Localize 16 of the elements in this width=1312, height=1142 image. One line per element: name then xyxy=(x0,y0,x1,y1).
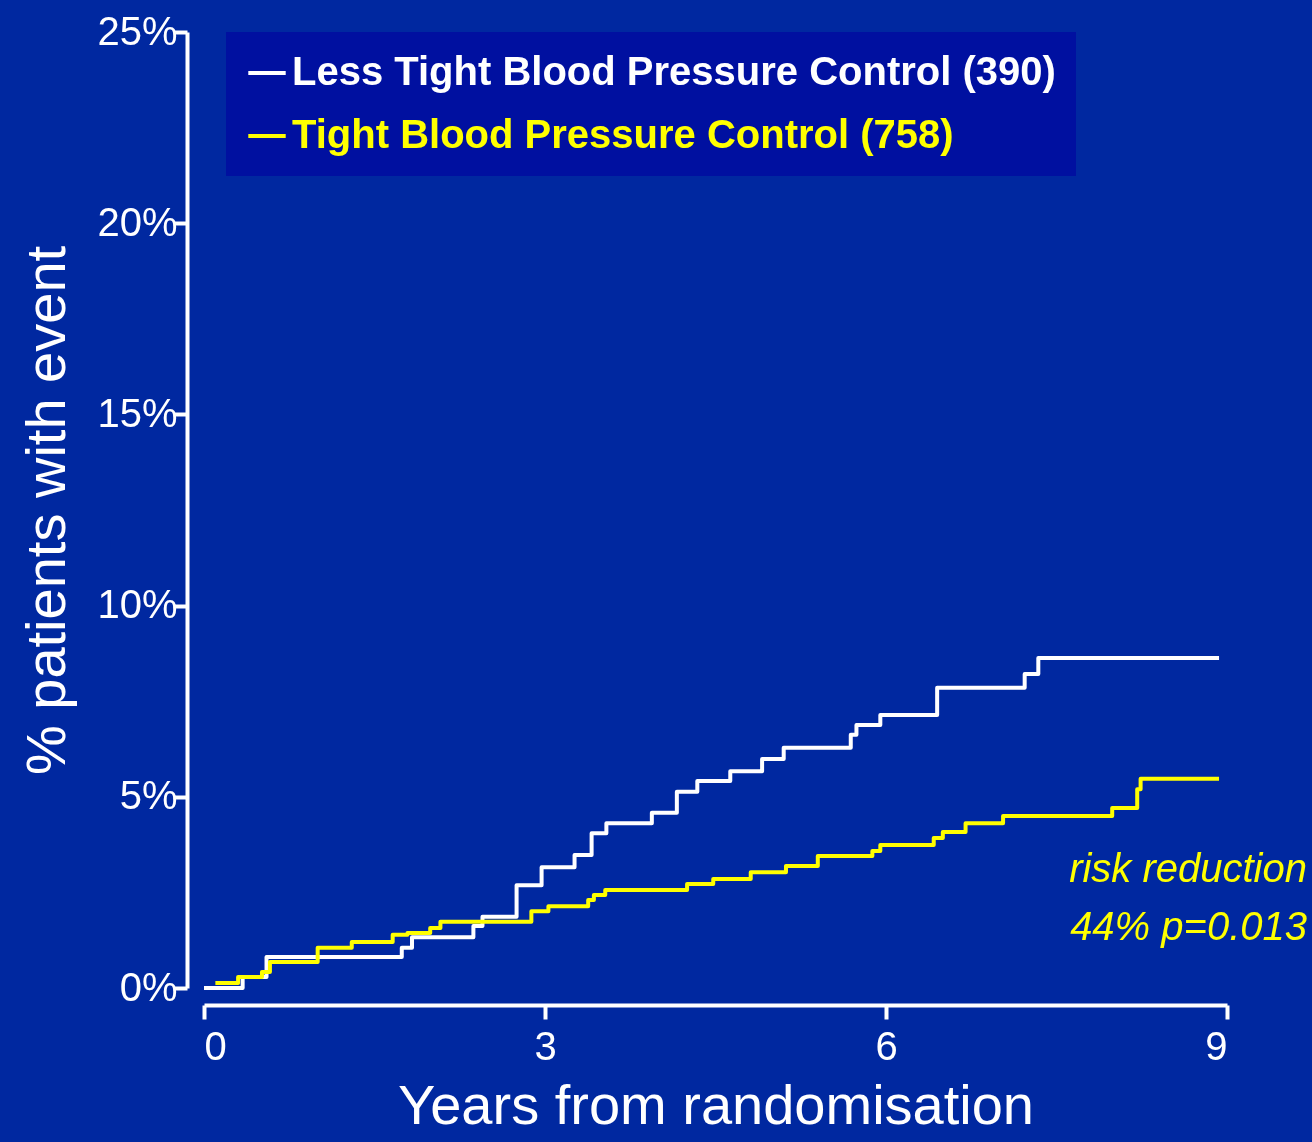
annotation: risk reduction xyxy=(1069,846,1307,890)
x-axis-title: Years from randomisation xyxy=(397,1072,1035,1136)
y-tick-label: 20% xyxy=(97,199,178,244)
y-tick-label: 5% xyxy=(119,773,178,818)
legend-label: Less Tight Blood Pressure Control (390) xyxy=(292,49,1056,93)
y-tick-label: 15% xyxy=(97,390,178,435)
x-tick-label: 6 xyxy=(875,1023,898,1068)
y-tick-label: 25% xyxy=(97,8,178,53)
y-axis-title: % patients with event xyxy=(14,245,78,776)
x-tick-label: 3 xyxy=(534,1023,557,1068)
legend-label: Tight Blood Pressure Control (758) xyxy=(292,112,954,156)
x-tick-label: 9 xyxy=(1205,1023,1228,1068)
annotation: 44% p=0.013 xyxy=(1070,904,1307,948)
x-tick-label: 0 xyxy=(204,1023,227,1068)
y-tick-label: 10% xyxy=(97,582,178,627)
y-tick-label: 0% xyxy=(119,964,178,1009)
